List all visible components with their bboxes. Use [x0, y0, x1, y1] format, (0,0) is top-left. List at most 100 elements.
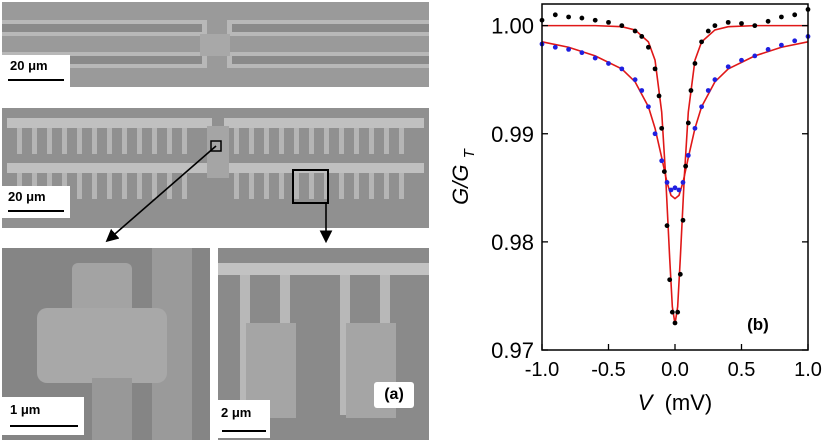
- data-point-series-0: [646, 44, 651, 50]
- data-point-series-0: [677, 271, 683, 277]
- x-tick-label: -1.0: [525, 359, 559, 381]
- data-point-series-0: [659, 125, 665, 131]
- data-point-series-1: [606, 61, 611, 66]
- data-point-series-1: [725, 64, 731, 70]
- data-point-series-0: [652, 66, 658, 72]
- data-point-series-0: [592, 17, 598, 23]
- y-tick-label: 0.98: [491, 230, 534, 255]
- data-point-series-0: [725, 19, 731, 25]
- data-point-series-0: [606, 19, 611, 25]
- y-axis-label: G/G T: [448, 147, 478, 204]
- data-point-series-0: [692, 61, 698, 66]
- scalebar-middle-line: [8, 210, 64, 212]
- data-point-series-1: [632, 77, 638, 83]
- data-point-series-0: [664, 223, 670, 229]
- y-tick-label: 0.97: [491, 338, 534, 363]
- conductance-chart: -1.0 -0.5 0.0 0.5 1.0 0.97 0.98 0.99 1.00 V (mV…: [448, 3, 822, 415]
- data-point-series-1: [664, 180, 670, 185]
- data-point-series-0: [579, 15, 585, 21]
- fit-curve-1: [541, 41, 809, 200]
- data-point-series-1: [765, 47, 771, 52]
- data-point-series-0: [667, 277, 673, 283]
- data-point-series-0: [669, 309, 675, 315]
- y-axis-label-sub: T: [461, 147, 478, 158]
- x-axis-label-unit: (mV): [665, 390, 713, 415]
- data-point-series-1: [652, 131, 658, 137]
- data-point-series-1: [552, 44, 558, 50]
- data-point-series-0: [739, 21, 744, 26]
- data-point-series-1: [619, 66, 625, 72]
- data-point-series-0: [619, 23, 625, 29]
- data-point-series-1: [680, 180, 686, 185]
- scalebar-middle-text: 20 μm: [8, 189, 46, 204]
- data-point-series-0: [688, 88, 694, 93]
- data-point-series-1: [566, 47, 571, 52]
- data-point-series-0: [712, 23, 718, 29]
- data-point-series-1: [579, 50, 585, 56]
- data-point-series-1: [699, 104, 704, 110]
- panel-b-label: (b): [747, 315, 769, 334]
- data-point-series-0: [632, 28, 638, 34]
- sem-image-bottom-left: [2, 248, 210, 440]
- data-point-series-0: [685, 120, 691, 126]
- data-point-series-0: [639, 34, 645, 39]
- plot-frame: [541, 3, 809, 351]
- x-axis-label: V (mV): [638, 390, 712, 415]
- fit-curve-0: [542, 24, 808, 325]
- scalebar-middle: 20 μm: [2, 186, 70, 218]
- data-point-series-1: [592, 55, 598, 61]
- plot-marks: [539, 7, 811, 326]
- data-point-series-0: [566, 14, 571, 20]
- x-axis-ticks: -1.0 -0.5 0.0 0.5 1.0: [525, 344, 822, 381]
- data-point-series-0: [705, 28, 711, 34]
- data-point-series-1: [646, 104, 651, 110]
- y-tick-label: 1.00: [491, 14, 534, 39]
- data-point-series-1: [739, 57, 744, 63]
- scalebar-bottom-right: 2 μm: [218, 400, 270, 438]
- x-tick-label: -0.5: [591, 359, 625, 381]
- scalebar-bottom-right-text: 2 μm: [221, 405, 252, 420]
- y-tick-label: 0.99: [491, 122, 534, 147]
- y-axis-ticks: 0.97 0.98 0.99 1.00: [491, 14, 808, 363]
- data-point-series-1: [692, 125, 698, 131]
- x-tick-label: 0.5: [728, 359, 756, 381]
- data-point-series-1: [639, 88, 645, 93]
- y-axis-label-var: G/G: [448, 164, 473, 204]
- data-point-series-0: [699, 39, 704, 45]
- scalebar-top-line: [8, 79, 64, 81]
- data-point-series-0: [680, 217, 686, 223]
- data-point-series-1: [705, 88, 711, 93]
- data-point-series-0: [656, 93, 662, 99]
- data-point-series-1: [752, 53, 758, 59]
- data-point-series-0: [675, 309, 681, 315]
- x-tick-label: 1.0: [794, 359, 822, 381]
- data-point-series-1: [668, 187, 674, 193]
- scalebar-bottom-left-text: 1 μm: [10, 402, 41, 417]
- data-point-series-1: [672, 185, 678, 191]
- data-point-series-1: [792, 38, 798, 44]
- scalebar-top-text: 20 μm: [10, 58, 48, 73]
- data-point-series-1: [659, 158, 665, 164]
- data-point-series-0: [661, 169, 667, 174]
- data-point-series-1: [685, 152, 691, 158]
- sem-bottom-left-structure: [2, 248, 210, 440]
- data-point-series-0: [752, 23, 758, 29]
- x-axis-label-var: V: [638, 390, 655, 415]
- data-point-series-0: [672, 320, 678, 326]
- data-point-series-0: [552, 12, 558, 18]
- data-point-series-0: [765, 18, 771, 24]
- scalebar-top: 20 μm: [2, 55, 70, 87]
- panel-a-label: (a): [374, 382, 414, 408]
- scalebar-bottom-right-line: [222, 430, 266, 432]
- data-point-series-0: [792, 12, 798, 18]
- scalebar-bottom-left: 1 μm: [2, 397, 84, 435]
- x-tick-label: 0.0: [661, 359, 689, 381]
- sem-bottom-right-structure: [218, 248, 429, 440]
- data-point-series-1: [779, 42, 784, 48]
- scalebar-bottom-left-line: [10, 425, 78, 427]
- data-point-series-0: [683, 163, 689, 169]
- data-point-series-1: [676, 187, 682, 193]
- data-point-series-0: [779, 14, 784, 20]
- data-point-series-1: [712, 77, 718, 83]
- zoom-box-large: [292, 169, 329, 204]
